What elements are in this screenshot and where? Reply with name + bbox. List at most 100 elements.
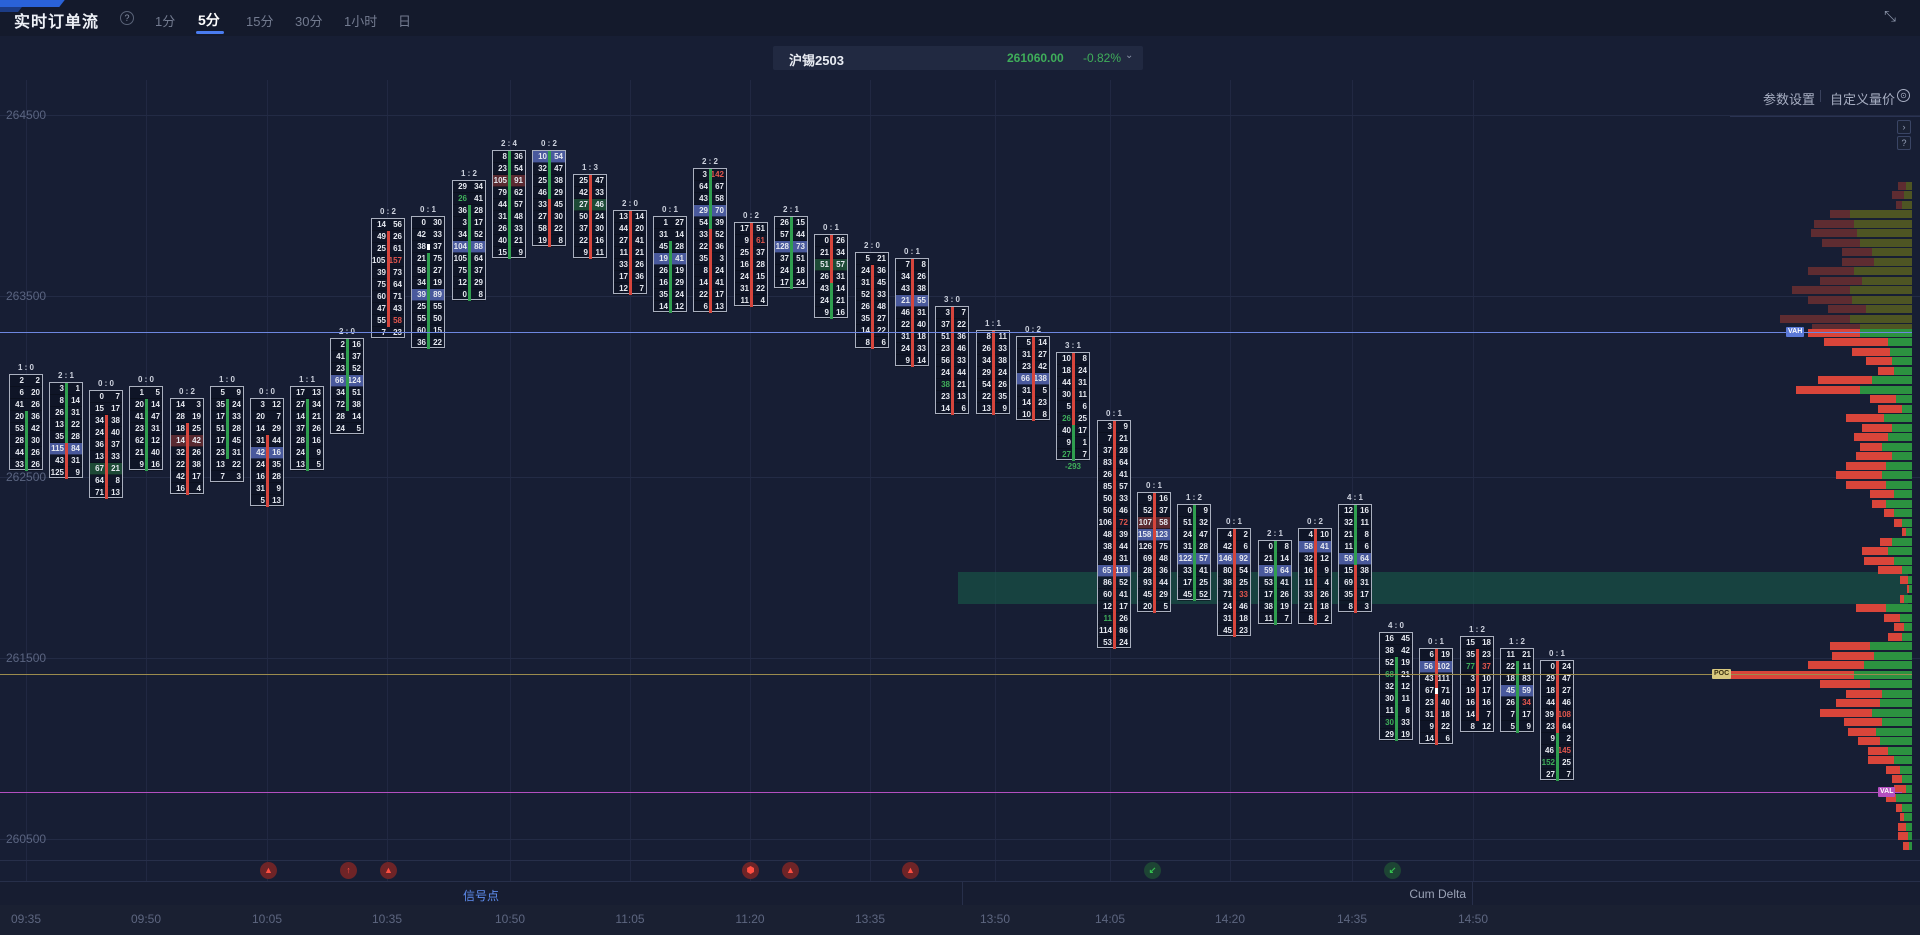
bid-volume: 41 — [15, 400, 24, 409]
help-icon[interactable]: ? — [120, 11, 134, 25]
ask-volume: 8 — [478, 290, 483, 299]
ask-volume: 33 — [917, 344, 926, 353]
volume-profile-bar — [1842, 248, 1912, 256]
timeframe-tab-30分[interactable]: 30分 — [295, 14, 323, 29]
profile-bid-segment — [1870, 395, 1896, 403]
profile-ask-segment — [1902, 566, 1912, 574]
profile-bid-segment — [1872, 500, 1886, 508]
bid-volume: 24 — [256, 460, 265, 469]
footprint-candle[interactable]: 0 : 0 3 12 20 7 14 29 31 44 42 16 24 35 16 28 31 9 5 13 — [250, 387, 284, 507]
footprint-candle[interactable]: 2 : 0 13 14 44 20 27 41 11 21 33 26 17 36 12 7 — [613, 199, 647, 295]
timeframe-tab-日[interactable]: 日 — [398, 14, 412, 29]
footprint-candle[interactable]: 0 : 1 0 24 29 47 18 27 44 46 39 108 23 64 9 2 46 145 152 2… — [1540, 649, 1574, 781]
footprint-candle[interactable]: 0 : 1 9 16 52 37 107 58 158 123 126 75 69 48 28 36 93 44… — [1137, 481, 1171, 613]
footprint-candle[interactable]: 0 : 2 17 51 9 61 25 37 16 28 24 15 31 22 11 4 — [734, 211, 768, 307]
bid-volume: 44 — [619, 224, 628, 233]
ask-volume: 64 — [1280, 566, 1289, 575]
footprint-candle[interactable]: 0 : 1 7 8 34 26 43 38 21 55 46 31 22 40 31 18 24 33 9 14 — [895, 247, 929, 367]
timeframe-tab-1分[interactable]: 1分 — [155, 14, 176, 29]
candle-spine — [1314, 529, 1317, 625]
footprint-candle[interactable]: 0 : 0 1 5 20 14 41 47 23 31 62 12 21 40 9 16 — [129, 375, 163, 471]
footprint-candle[interactable]: 0 : 1 1 27 31 14 45 28 19 41 26 19 16 29 35 24 14 12 — [653, 205, 687, 313]
footprint-candle[interactable]: 0 : 1 0 30 42 33 38 37 21 75 58 27 34 19 39 89 25 55 55 50… — [411, 205, 445, 349]
footprint-candle[interactable]: 0 : 2 14 56 49 26 25 61 105 157 39 73 75 64 60 71 47 43 5… — [371, 207, 405, 339]
footprint-candle[interactable]: 0 : 1 0 26 21 34 51 57 26 31 43 14 24 21 9 16 — [814, 223, 848, 319]
profile-ask-segment — [1890, 348, 1912, 356]
active-tab-underline — [196, 31, 224, 34]
bid-volume: 14 — [176, 436, 185, 445]
bid-volume: 11 — [1344, 542, 1353, 551]
footprint-candle[interactable]: 3 : 0 3 7 37 22 51 36 23 46 56 33 24 44 38 21 23 13 14 6 — [935, 295, 969, 415]
footprint-candle[interactable]: 0 : 2 10 54 32 47 25 38 46 29 33 45 27 30 58 22 19 8 — [532, 139, 566, 247]
timeframe-tab-5分[interactable]: 5分 — [198, 12, 220, 28]
instrument-selector[interactable]: 沪锡2503 261060.00 -0.82% ⌄ — [773, 46, 1143, 70]
footprint-candle[interactable]: 2 : 1 26 15 57 44 128 73 37 51 24 18 17 24 — [774, 205, 808, 289]
bid-volume: 39 — [1545, 710, 1554, 719]
panel-help-button[interactable]: ? — [1897, 136, 1911, 150]
ask-volume: 36 — [514, 152, 523, 161]
footprint-candle[interactable]: 1 : 2 0 9 51 32 24 47 31 28 122 57 33 41 17 25 45 52 — [1177, 493, 1211, 601]
collapse-icon[interactable]: ⤡ — [1883, 8, 1896, 25]
ask-volume: 3 — [719, 254, 724, 263]
ask-volume: 57 — [836, 260, 845, 269]
ask-volume: 33 — [998, 344, 1007, 353]
bid-volume: 71 — [1223, 590, 1232, 599]
panel-next-button[interactable]: › — [1897, 120, 1911, 134]
bid-volume: 8 — [1470, 722, 1475, 731]
profile-bid-segment — [1836, 699, 1880, 707]
footprint-candle[interactable]: 1 : 2 15 18 35 23 77 37 3 10 19 17 16 16 14 7 8 12 — [1460, 625, 1494, 733]
footprint-candle[interactable]: 1 : 1 17 13 27 34 14 21 37 26 28 16 24 9 13 5 — [290, 375, 324, 471]
footprint-candle[interactable]: 0 : 2 5 14 31 27 23 42 66 138 31 5 14 23 10 8 — [1016, 325, 1050, 421]
bid-volume: 28 — [1143, 566, 1152, 575]
panel-divider — [1472, 882, 1473, 905]
footprint-candle[interactable]: 3 : 1 10 8 18 24 44 31 30 11 5 6 26 25 40 17 9 1 27 7 -293 — [1056, 341, 1090, 471]
candle-spine — [992, 331, 995, 415]
footprint-candle[interactable]: 2 : 1 0 8 21 14 59 64 53 41 17 26 38 19 11 7 — [1258, 529, 1292, 625]
footprint-candle[interactable]: 4 : 1 12 16 32 11 21 8 11 6 59 64 15 38 69 31 35 17 8 3 — [1338, 493, 1372, 613]
footprint-candle[interactable]: 1 : 0 2 2 6 20 41 26 20 36 53 42 28 30 44 26 33 26 — [9, 363, 43, 471]
gear-icon[interactable]: ⊙ — [1897, 89, 1910, 102]
footprint-candle[interactable]: 2 : 4 8 36 23 54 105 91 79 62 44 57 31 48 26 33 40 21 15 9 — [492, 139, 526, 259]
time-axis-label: 13:50 — [979, 912, 1011, 926]
bid-volume: 5 — [260, 496, 265, 505]
footprint-candle[interactable]: 0 : 2 14 3 28 19 18 25 14 42 32 26 22 38 42 17 16 4 — [170, 387, 204, 495]
footprint-candle[interactable]: 1 : 2 29 34 26 41 36 28 3 17 34 52 104 88 105 64 75 37 12… — [452, 169, 486, 301]
footprint-candle[interactable]: 1 : 0 5 9 35 24 17 33 51 28 17 45 23 31 13 22 7 3 — [210, 375, 244, 483]
poc-tag: POC — [1712, 669, 1732, 679]
ask-volume: 9 — [1002, 404, 1007, 413]
timeframe-tab-1小时[interactable]: 1小时 — [344, 14, 378, 29]
footprint-candle[interactable]: 4 : 016453842521968213212301111830332919 — [1379, 621, 1413, 741]
grid-line-vertical — [995, 80, 996, 905]
ask-volume: 18 — [796, 266, 805, 275]
footprint-candle[interactable]: 2 : 1 3 1 8 14 26 31 13 22 35 28 115 84 43 31 125 9 — [49, 371, 83, 479]
volume-profile-bar — [1820, 709, 1912, 717]
footprint-candle[interactable]: 1 : 1 8 11 26 33 34 38 29 24 54 26 22 35 13 9 — [976, 319, 1010, 415]
ask-volume: 26 — [1280, 590, 1289, 599]
footprint-candle[interactable]: 0 : 0 0 7 15 17 34 38 24 40 36 37 13 33 67 21 64 8 71 13 — [89, 379, 123, 499]
footprint-candle[interactable]: 1 : 2 11 21 22 11 18 83 45 59 26 34 7 17 5 9 — [1500, 637, 1534, 733]
bid-volume: 60 — [377, 292, 386, 301]
ask-volume: 24 — [1562, 662, 1571, 671]
profile-bid-segment — [1900, 813, 1904, 821]
footprint-candle[interactable]: 1 : 3 25 47 42 33 27 46 50 24 37 30 22 16 9 11 — [573, 163, 607, 259]
chart-canvas[interactable]: 264500 263500 262500 261500 260500 VAH POC VAL 1… — [0, 36, 1920, 935]
volume-profile-bar — [1846, 481, 1912, 489]
profile-bid-segment — [1808, 661, 1864, 669]
footprint-row: 14 56 — [372, 219, 404, 231]
chevron-down-icon[interactable]: ⌄ — [1125, 50, 1134, 61]
bid-volume: 48 — [1103, 530, 1112, 539]
footprint-candle[interactable]: 0 : 1 4 2 42 6 146 92 80 54 38 25 71 33 24 46 31 18 45 23 — [1217, 517, 1251, 637]
footprint-candle[interactable]: 0 : 1 3 9 7 21 37 28 83 64 26 41 85 57 50 33 50 46 106 72 4… — [1097, 409, 1131, 649]
footprint-candle[interactable]: 2 : 0 5 21 24 36 31 45 52 33 26 48 35 27 14 22 8 6 — [855, 241, 889, 349]
param-settings-button[interactable]: 参数设置 — [1763, 92, 1816, 107]
custom-volprice-button[interactable]: 自定义量价 — [1830, 92, 1896, 107]
profile-bid-segment — [1868, 756, 1894, 764]
footprint-candle[interactable]: 0 : 2 4 10 58 41 32 12 16 9 11 4 33 26 21 18 8 2 — [1298, 517, 1332, 625]
footprint-candle[interactable]: 2 : 2 3 142 64 67 43 58 29 70 54 39 33 52 22 36 35 3 8 24 1… — [693, 157, 727, 313]
candle-spine — [871, 265, 874, 349]
footprint-candle[interactable]: 0 : 1 6 19 56 102 43 111 67 71 23 40 31 18 9 22 14 6 — [1419, 637, 1453, 745]
timeframe-tab-15分[interactable]: 15分 — [246, 14, 274, 29]
grid-line-horizontal — [0, 658, 1920, 659]
